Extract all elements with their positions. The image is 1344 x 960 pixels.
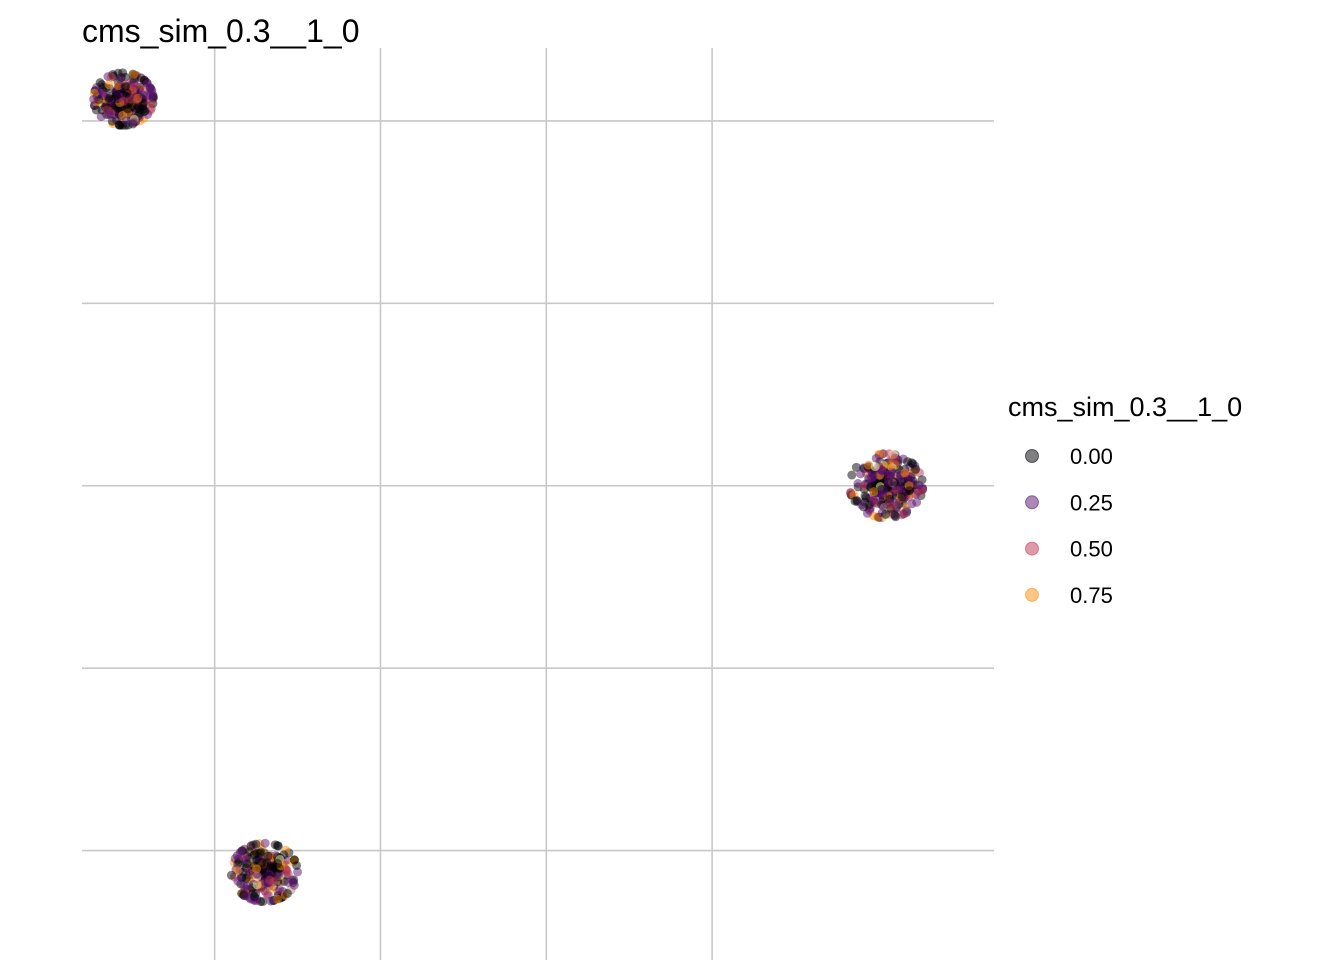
scatter-point xyxy=(847,470,857,480)
scatter-point xyxy=(241,873,251,883)
point-cluster-0 xyxy=(89,68,158,130)
scatter-point xyxy=(121,81,131,91)
scatter-point xyxy=(111,90,121,100)
scatter-point xyxy=(914,480,924,490)
scatter-point xyxy=(123,104,133,114)
scatter-point xyxy=(274,885,284,895)
legend: cms_sim_0.3__1_0 0.00 0.25 0.50 0.75 xyxy=(1008,392,1242,608)
scatter-point xyxy=(99,88,109,98)
legend-key-1 xyxy=(1025,495,1039,510)
scatter-point xyxy=(911,464,921,474)
scatter-point xyxy=(852,495,862,505)
scatter-point xyxy=(907,458,917,468)
scatter-point xyxy=(132,94,142,104)
scatter-point xyxy=(96,112,106,122)
scatter-point xyxy=(282,888,292,898)
scatter-point xyxy=(899,509,909,519)
scatter-points xyxy=(89,68,928,907)
scatter-point xyxy=(249,892,259,902)
scatter-point xyxy=(119,96,129,106)
scatter-point xyxy=(257,857,267,867)
scatter-point xyxy=(884,477,894,487)
scatter-point xyxy=(266,896,276,906)
legend-title: cms_sim_0.3__1_0 xyxy=(1008,392,1242,422)
scatter-point xyxy=(114,120,124,130)
scatter-point xyxy=(900,468,910,478)
scatter-point xyxy=(869,487,879,497)
scatter-point xyxy=(263,851,273,861)
legend-label-1: 0.25 xyxy=(1070,490,1113,515)
scatter-point xyxy=(289,880,299,890)
scatter-point xyxy=(241,891,251,901)
scatter-point xyxy=(871,453,881,463)
legend-label-3: 0.75 xyxy=(1070,583,1113,608)
scatter-point xyxy=(273,841,283,851)
scatter-point xyxy=(252,864,262,874)
scatter-point xyxy=(283,869,293,879)
scatter-point xyxy=(104,80,114,90)
scatter-point xyxy=(106,72,116,82)
scatter-point xyxy=(147,86,157,96)
scatter-point xyxy=(129,69,139,79)
grid-lines xyxy=(82,48,994,960)
scatter-point xyxy=(122,88,132,98)
scatter-point xyxy=(851,462,861,472)
scatter-point xyxy=(890,453,900,463)
scatter-point xyxy=(885,461,895,471)
legend-label-2: 0.50 xyxy=(1070,537,1113,562)
scatter-point xyxy=(870,462,880,472)
scatter-point xyxy=(91,105,101,115)
scatter-point xyxy=(289,855,299,865)
scatter-point xyxy=(241,855,251,865)
legend-label-0: 0.00 xyxy=(1070,444,1113,469)
legend-key-3 xyxy=(1025,587,1039,602)
scatter-point xyxy=(881,509,891,519)
legend-key-2 xyxy=(1025,541,1039,556)
scatter-point xyxy=(868,473,878,483)
scatter-point xyxy=(232,851,242,861)
scatter-point xyxy=(897,492,907,502)
scatter-point xyxy=(138,104,148,114)
scatter-point xyxy=(912,497,922,507)
scatter-point xyxy=(260,838,270,848)
scatter-point xyxy=(858,481,868,491)
scatter-point xyxy=(104,109,114,119)
legend-key-0 xyxy=(1025,449,1039,463)
scatter-point xyxy=(116,74,126,84)
scatter-point xyxy=(107,116,117,126)
scatter-point xyxy=(904,486,914,496)
scatter-point xyxy=(273,859,283,869)
point-cluster-1 xyxy=(846,449,928,523)
scatter-point xyxy=(856,469,866,479)
point-cluster-2 xyxy=(226,838,303,907)
scatter-point xyxy=(146,98,156,108)
chart-title: cms_sim_0.3__1_0 xyxy=(82,13,359,49)
scatter-point xyxy=(121,116,131,126)
scatter-point xyxy=(258,897,268,907)
scatter-point xyxy=(258,864,268,874)
scatter-point xyxy=(242,881,252,891)
scatter-point xyxy=(129,118,139,128)
scatter-point xyxy=(246,841,256,851)
scatter-point xyxy=(89,94,99,104)
scatter-point xyxy=(885,497,895,507)
scatter-point xyxy=(265,875,275,885)
legend-items: 0.00 0.25 0.50 0.75 xyxy=(1025,444,1113,608)
scatter-point xyxy=(226,870,236,880)
scatter-point xyxy=(139,90,149,100)
scatter-point xyxy=(890,511,900,521)
